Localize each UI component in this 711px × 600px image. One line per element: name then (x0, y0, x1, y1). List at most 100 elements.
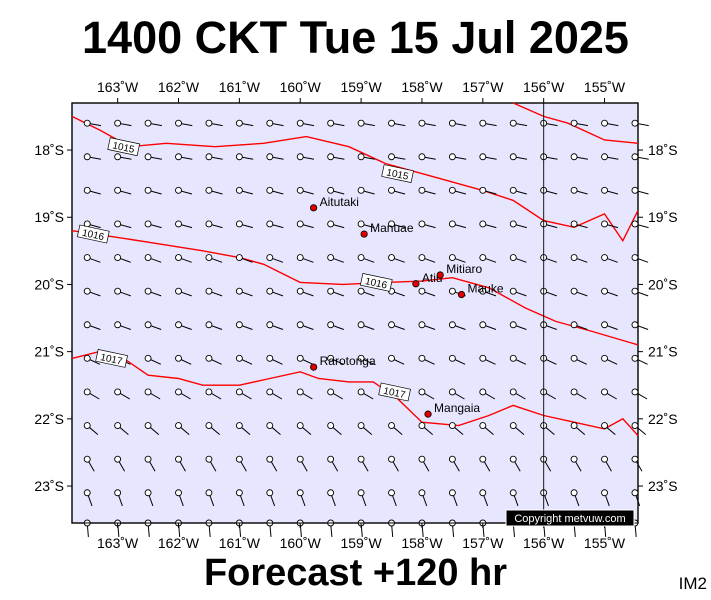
wind-station (296, 489, 304, 497)
wind-station (144, 186, 152, 194)
wind-station (418, 186, 426, 194)
wind-station (388, 254, 395, 262)
wind-station (388, 321, 395, 329)
x-tick-label-top: 155˚W (584, 79, 626, 95)
wind-station (296, 220, 304, 228)
wind-station (479, 455, 487, 463)
copyright-text: Copyright metvuw.com (514, 513, 625, 525)
wind-station (448, 388, 456, 396)
wind-station (83, 287, 91, 295)
wind-station (631, 321, 639, 329)
wind-station (144, 254, 152, 262)
wind-station (448, 119, 456, 127)
wind-station (448, 422, 456, 430)
wind-station (205, 119, 213, 127)
wind-station (175, 455, 182, 463)
x-tick-label-bottom: 156˚W (523, 535, 565, 551)
wind-station (601, 489, 608, 497)
wind-station (327, 287, 335, 295)
wind-station (205, 354, 213, 362)
wind-station (479, 388, 487, 396)
wind-station (175, 254, 182, 262)
wind-station (235, 186, 243, 194)
wind-station (418, 119, 426, 127)
wind-station (570, 455, 578, 463)
place-marker (412, 280, 420, 288)
wind-station (205, 455, 213, 463)
wind-station (83, 489, 91, 497)
x-tick-label-top: 159˚W (340, 79, 382, 95)
wind-station (509, 220, 517, 228)
isobar-line (71, 115, 639, 243)
place-marker (360, 230, 368, 238)
wind-station (83, 254, 91, 262)
wind-station (601, 254, 608, 262)
wind-station (327, 489, 335, 497)
wind-station (296, 287, 304, 295)
wind-station (448, 354, 456, 362)
wind-station (357, 287, 365, 295)
wind-station (479, 321, 487, 329)
wind-station (205, 321, 213, 329)
wind-station (509, 254, 517, 262)
wind-station (631, 455, 639, 463)
wind-station (601, 287, 608, 295)
wind-station (418, 153, 426, 161)
isobar-label: 1015 (381, 164, 414, 184)
wind-station (144, 489, 152, 497)
wind-station (509, 455, 517, 463)
y-tick-label-left: 23˚S (34, 478, 64, 494)
wind-station (205, 254, 213, 262)
wind-station (448, 186, 456, 194)
wind-station (448, 321, 456, 329)
wind-station (388, 455, 395, 463)
wind-station (388, 489, 395, 497)
wind-station (479, 254, 487, 262)
wind-station (296, 388, 304, 396)
y-tick-label-left: 18˚S (34, 142, 64, 158)
wind-station (479, 186, 487, 194)
wind-station (479, 119, 487, 127)
wind-station (570, 287, 578, 295)
y-tick-label-left: 20˚S (34, 276, 64, 292)
place-marker (310, 204, 318, 212)
y-tick-label-right: 20˚S (648, 276, 678, 292)
wind-station (175, 354, 182, 362)
wind-station (114, 287, 122, 295)
place-label: Aitutaki (320, 195, 359, 209)
place-label: Mangaia (434, 401, 480, 415)
wind-station (114, 321, 122, 329)
isobar-label-text: 1017 (99, 352, 123, 367)
isobar-label-box (76, 224, 110, 244)
x-tick-label-bottom: 160˚W (280, 535, 322, 551)
wind-station (418, 354, 426, 362)
wind-station (235, 153, 243, 161)
isobar-label: 1016 (359, 272, 393, 292)
wind-station (570, 119, 578, 127)
wind-station (144, 422, 152, 430)
wind-station (509, 186, 517, 194)
wind-station (601, 153, 608, 161)
wind-station (601, 455, 608, 463)
wind-station (631, 287, 639, 295)
wind-station (175, 220, 182, 228)
wind-station (631, 186, 639, 194)
wind-station (296, 354, 304, 362)
y-tick-label-right: 18˚S (648, 142, 678, 158)
wind-station (205, 220, 213, 228)
isobar-label-box (107, 137, 141, 157)
wind-station (631, 422, 639, 430)
y-tick-label-left: 22˚S (34, 411, 64, 427)
wind-station (570, 388, 578, 396)
x-tick-label-top: 156˚W (523, 79, 565, 95)
wind-station (114, 489, 122, 497)
wind-station (114, 153, 122, 161)
wind-station (235, 489, 243, 497)
wind-station (357, 153, 365, 161)
wind-station (144, 287, 152, 295)
wind-station (296, 119, 304, 127)
map-background (72, 103, 638, 523)
wind-station (296, 422, 304, 430)
wind-station (388, 119, 395, 127)
wind-station (83, 119, 91, 127)
